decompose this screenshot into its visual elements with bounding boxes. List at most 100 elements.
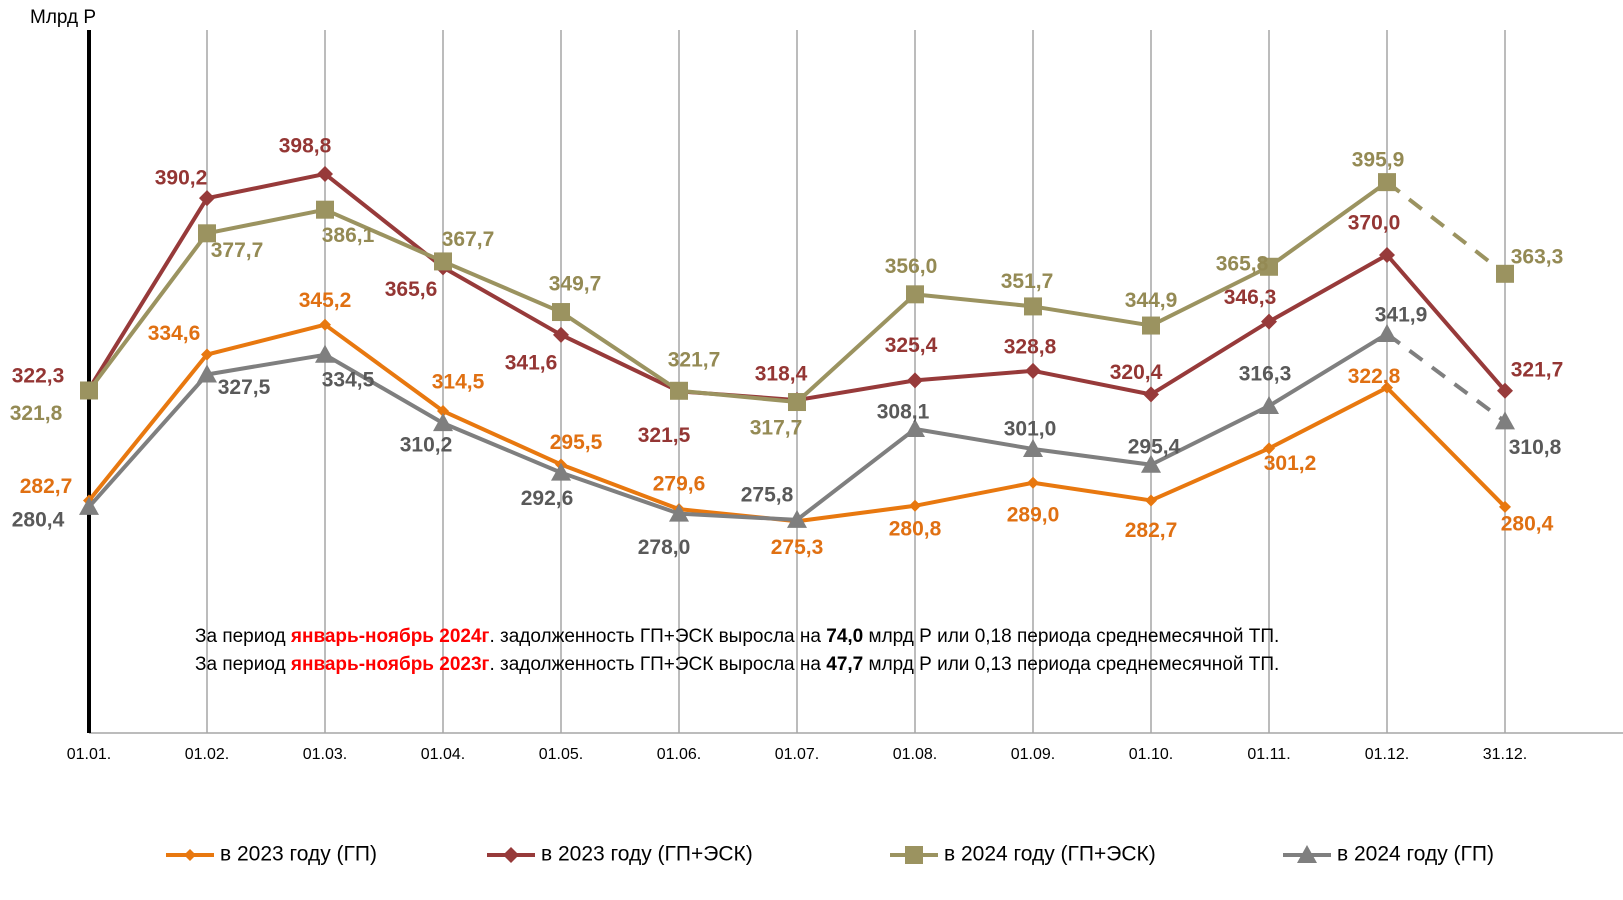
marker bbox=[1145, 494, 1157, 507]
marker bbox=[670, 381, 688, 400]
annotation-part: За период bbox=[195, 626, 291, 647]
x-tick-label: 01.08. bbox=[893, 746, 937, 763]
data-label: 321,7 bbox=[1511, 358, 1564, 381]
series-line bbox=[1385, 332, 1507, 424]
marker bbox=[79, 496, 99, 515]
data-label: 278,0 bbox=[638, 536, 691, 559]
x-tick-label: 01.02. bbox=[185, 746, 229, 763]
data-label: 321,5 bbox=[638, 424, 691, 447]
x-tick-label: 01.06. bbox=[657, 746, 701, 763]
data-label: 310,8 bbox=[1509, 436, 1562, 459]
legend-label: в 2024 году (ГП) bbox=[1337, 843, 1494, 866]
data-label: 398,8 bbox=[279, 135, 332, 158]
x-tick-label: 01.04. bbox=[421, 746, 465, 763]
data-label: 321,7 bbox=[668, 348, 721, 371]
marker bbox=[201, 348, 213, 361]
marker bbox=[551, 462, 571, 481]
data-label: 275,8 bbox=[741, 483, 794, 506]
marker bbox=[909, 499, 921, 512]
data-label: 289,0 bbox=[1007, 503, 1060, 526]
annotation-part: млрд Р или 0,18 периода среднемесячной Т… bbox=[863, 626, 1279, 647]
annotation-part: За период bbox=[195, 654, 291, 675]
marker bbox=[1259, 395, 1279, 414]
data-label: 295,5 bbox=[550, 431, 603, 454]
data-label: 344,9 bbox=[1125, 289, 1178, 312]
marker bbox=[315, 344, 335, 363]
data-label: 280,8 bbox=[889, 517, 942, 540]
legend-label: в 2023 году (ГП) bbox=[220, 843, 377, 866]
data-label: 367,7 bbox=[442, 228, 495, 251]
marker bbox=[1143, 386, 1159, 403]
marker bbox=[1381, 381, 1393, 394]
data-label: 310,2 bbox=[400, 434, 453, 457]
marker bbox=[1378, 173, 1396, 192]
x-tick-label: 01.03. bbox=[303, 746, 347, 763]
data-label: 377,7 bbox=[211, 239, 264, 262]
marker bbox=[1496, 264, 1514, 283]
data-label: 365,8 bbox=[1216, 252, 1269, 275]
annotation: За период январь-ноябрь 2023г. задолженн… bbox=[195, 654, 1279, 675]
marker bbox=[1024, 297, 1042, 316]
data-label: 341,6 bbox=[505, 351, 558, 374]
marker bbox=[1377, 323, 1397, 342]
legend-label: в 2024 году (ГП+ЭСК) bbox=[944, 843, 1156, 866]
data-label: 317,7 bbox=[750, 417, 803, 440]
marker bbox=[1142, 316, 1160, 335]
data-label: 275,3 bbox=[771, 536, 824, 559]
legend-label: в 2023 году (ГП+ЭСК) bbox=[541, 843, 753, 866]
data-label: 321,8 bbox=[10, 402, 63, 425]
annotation-part: млрд Р или 0,13 периода среднемесячной Т… bbox=[863, 654, 1279, 675]
data-label: 395,9 bbox=[1352, 149, 1405, 172]
data-label: 320,4 bbox=[1110, 361, 1163, 384]
marker bbox=[503, 847, 519, 863]
x-tick-label: 01.10. bbox=[1129, 746, 1173, 763]
marker bbox=[199, 190, 215, 207]
x-tick-label: 01.09. bbox=[1011, 746, 1055, 763]
series-line bbox=[1385, 180, 1507, 276]
marker bbox=[553, 326, 569, 343]
annotation-part: январь-ноябрь 2023г bbox=[290, 654, 490, 675]
annotation: За период январь-ноябрь 2024г. задолженн… bbox=[195, 626, 1279, 647]
data-label: 295,4 bbox=[1128, 435, 1181, 458]
marker bbox=[197, 364, 217, 383]
data-label: 279,6 bbox=[653, 473, 706, 496]
marker bbox=[1260, 257, 1278, 276]
x-tick-label: 01.11. bbox=[1247, 746, 1290, 763]
annotation-part: . задолженность ГП+ЭСК выросла на bbox=[489, 654, 826, 675]
marker bbox=[788, 393, 806, 412]
marker bbox=[437, 405, 449, 418]
data-label: 345,2 bbox=[299, 289, 352, 312]
marker bbox=[669, 503, 689, 522]
marker bbox=[1379, 246, 1395, 263]
data-label: 308,1 bbox=[877, 401, 930, 424]
data-label: 346,3 bbox=[1224, 286, 1277, 309]
data-label: 292,6 bbox=[521, 487, 574, 510]
data-label: 386,1 bbox=[322, 224, 375, 247]
data-label: 322,3 bbox=[12, 365, 65, 388]
marker bbox=[905, 419, 925, 438]
data-label: 322,8 bbox=[1348, 365, 1401, 388]
data-label: 363,3 bbox=[1511, 245, 1564, 268]
marker bbox=[317, 165, 333, 182]
marker bbox=[1027, 476, 1039, 489]
marker bbox=[1297, 845, 1317, 863]
marker bbox=[316, 200, 334, 219]
data-label: 282,7 bbox=[20, 475, 73, 498]
x-tick-label: 01.07. bbox=[775, 746, 819, 763]
marker bbox=[906, 285, 924, 304]
marker bbox=[1263, 442, 1275, 455]
data-label: 301,0 bbox=[1004, 418, 1057, 441]
annotation-part: январь-ноябрь 2024г bbox=[290, 626, 490, 647]
marker bbox=[319, 318, 331, 331]
data-label: 341,9 bbox=[1375, 304, 1428, 327]
marker bbox=[907, 372, 923, 389]
marker bbox=[905, 846, 923, 864]
y-axis-label: Млрд Р bbox=[30, 7, 96, 28]
data-label: 301,2 bbox=[1264, 452, 1317, 475]
data-label: 356,0 bbox=[885, 255, 938, 278]
marker bbox=[1495, 411, 1515, 430]
marker bbox=[1261, 313, 1277, 330]
data-label: 325,4 bbox=[885, 334, 938, 357]
x-tick-label: 01.12. bbox=[1365, 746, 1409, 763]
